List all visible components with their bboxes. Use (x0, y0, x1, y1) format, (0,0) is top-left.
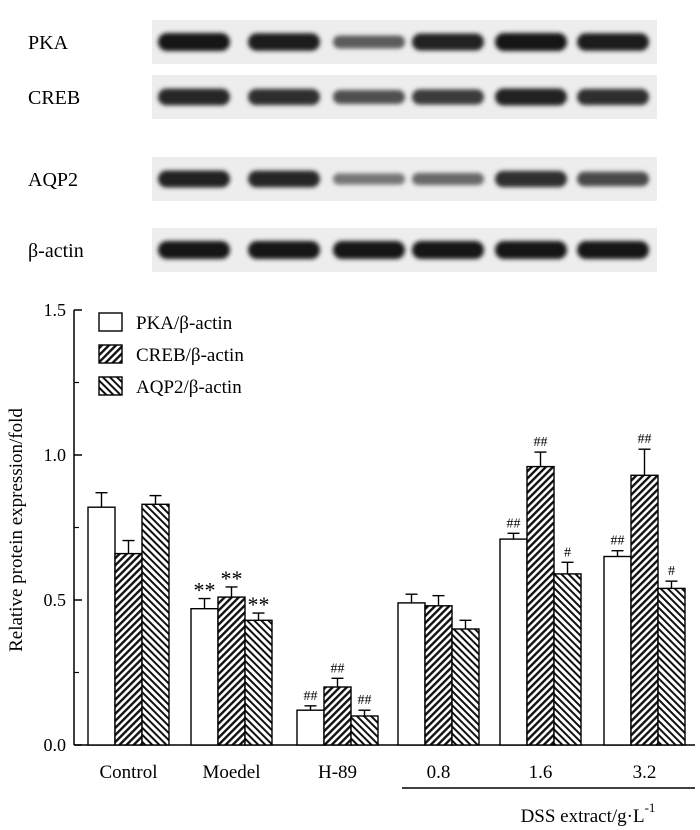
dss-extract-group-label: DSS extract/g·L-1 (402, 787, 695, 827)
significance-mark: ** (248, 592, 270, 617)
blot-band (495, 170, 567, 188)
bar (630, 474, 659, 746)
blot-band (577, 88, 649, 106)
blot-band (577, 33, 649, 51)
x-tick-label: Control (99, 762, 157, 783)
blot-band (248, 88, 320, 106)
legend: PKA/β-actin CREB/β-actin AQP2/β-actin (98, 312, 244, 398)
legend-swatch (98, 312, 123, 332)
blot-band (495, 241, 567, 259)
x-tick-label: Moedel (202, 762, 260, 783)
blot-band (412, 89, 484, 105)
y-tick-label: 1.5 (44, 300, 67, 320)
y-tick-label: 0.5 (44, 590, 67, 610)
bar (424, 605, 453, 746)
blot-band (248, 241, 320, 259)
y-tick-label: 1.0 (44, 445, 67, 465)
legend-swatch (98, 376, 123, 396)
legend-label: AQP2/β-actin (136, 377, 242, 398)
bar (397, 602, 426, 746)
western-blot-panel: PKA CREB AQP2 β-actin (28, 20, 657, 272)
bar (657, 587, 686, 746)
legend-label: PKA/β-actin (136, 313, 233, 334)
legend-label: CREB/β-actin (136, 345, 244, 366)
legend-swatch (98, 344, 123, 364)
blot-band (495, 33, 567, 51)
blot-band (495, 88, 567, 106)
bar (190, 608, 219, 746)
blot-band (333, 173, 405, 185)
significance-mark: # (668, 564, 675, 579)
x-tick-label: H-89 (318, 762, 357, 783)
bar (526, 465, 555, 746)
blot-row-label: PKA (28, 32, 69, 54)
blot-row: PKA (28, 20, 657, 64)
blot-band (158, 88, 230, 106)
y-tick-label: 0.0 (44, 735, 67, 755)
blot-band (577, 241, 649, 259)
y-axis-label: Relative protein expression/fold (6, 408, 27, 652)
bar (350, 715, 379, 746)
significance-mark: ## (611, 534, 625, 549)
significance-mark: # (564, 545, 571, 560)
bar-chart: 0.00.51.01.5 Control Moedel H-89 0.8 1.6 3.2 … (6, 300, 695, 827)
blot-band (333, 35, 405, 49)
dss-extract-label: DSS extract/g·L-1 (521, 800, 656, 827)
significance-mark: ## (358, 693, 372, 708)
blot-band (158, 170, 230, 188)
significance-mark: ## (331, 661, 345, 676)
bar (141, 503, 170, 746)
blot-row-label: β-actin (28, 240, 84, 262)
blot-row-label: AQP2 (28, 169, 78, 191)
bar (87, 506, 116, 746)
significance-mark: ** (221, 566, 243, 591)
blot-row: AQP2 (28, 157, 657, 201)
significance-mark: ## (534, 435, 548, 450)
bar (244, 619, 273, 746)
blot-band (158, 33, 230, 51)
bars: **######**#### ##**#### (87, 432, 686, 746)
blot-band (333, 241, 405, 259)
x-tick-label: 3.2 (633, 762, 657, 783)
blot-band (333, 90, 405, 104)
bar (114, 552, 143, 746)
bar (603, 555, 632, 746)
significance-mark: ## (304, 689, 318, 704)
blot-band (577, 171, 649, 187)
significance-mark: ## (507, 516, 521, 531)
x-tick-label: 0.8 (427, 762, 451, 783)
bar (553, 573, 582, 746)
blot-band (248, 33, 320, 51)
blot-band (412, 33, 484, 51)
bar (499, 538, 528, 746)
bar (296, 709, 325, 746)
blot-row: β-actin (28, 228, 657, 272)
significance-mark: ** (194, 578, 216, 603)
bar (323, 686, 352, 746)
blot-band (158, 241, 230, 259)
blot-band (248, 170, 320, 188)
blot-band (412, 241, 484, 259)
significance-mark: ## (638, 432, 652, 447)
blot-row-label: CREB (28, 87, 80, 109)
blot-band (412, 172, 484, 186)
y-axis: 0.0 0.5 1.0 1.5 (44, 300, 82, 755)
blot-row: CREB (28, 75, 657, 119)
bar (217, 596, 246, 746)
bar (451, 628, 480, 746)
x-tick-label: 1.6 (529, 762, 553, 783)
